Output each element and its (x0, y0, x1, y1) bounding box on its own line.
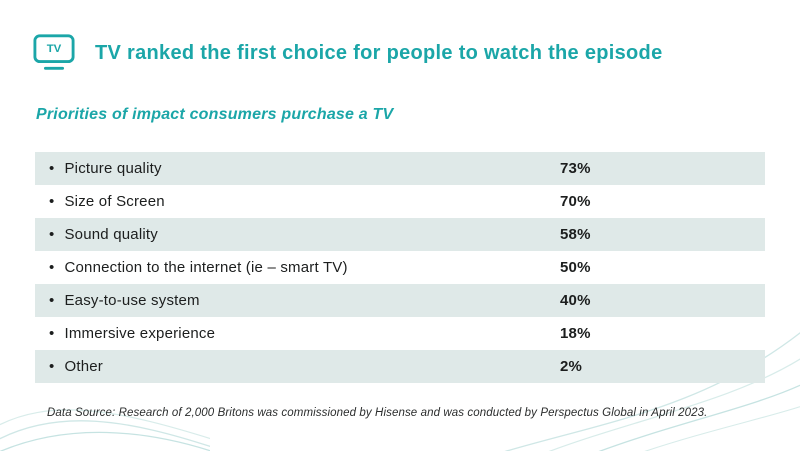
row-label: Connection to the internet (ie – smart T… (35, 259, 560, 276)
table-row: Sound quality 58% (35, 218, 765, 251)
row-label: Sound quality (35, 226, 560, 243)
data-source: Data Source: Research of 2,000 Britons w… (47, 407, 708, 419)
row-label: Easy-to-use system (35, 292, 560, 309)
row-value: 50% (560, 259, 591, 276)
table-row: Size of Screen 70% (35, 185, 765, 218)
table-row: Easy-to-use system 40% (35, 284, 765, 317)
row-value: 2% (560, 358, 583, 375)
tv-icon-label: TV (47, 43, 62, 55)
header: TV TV ranked the first choice for people… (33, 33, 663, 73)
row-value: 40% (560, 292, 591, 309)
table-row: Other 2% (35, 350, 765, 383)
table-row: Connection to the internet (ie – smart T… (35, 251, 765, 284)
page-title: TV ranked the first choice for people to… (95, 41, 663, 64)
row-value: 70% (560, 193, 591, 210)
row-value: 18% (560, 325, 591, 342)
subtitle: Priorities of impact consumers purchase … (36, 106, 394, 123)
row-label: Size of Screen (35, 193, 560, 210)
tv-icon: TV (33, 34, 75, 70)
table-row: Immersive experience 18% (35, 317, 765, 350)
row-label: Other (35, 358, 560, 375)
row-value: 58% (560, 226, 591, 243)
row-label: Immersive experience (35, 325, 560, 342)
row-label: Picture quality (35, 160, 560, 177)
priorities-table: Picture quality 73% Size of Screen 70% S… (35, 152, 765, 383)
table-row: Picture quality 73% (35, 152, 765, 185)
row-value: 73% (560, 160, 591, 177)
